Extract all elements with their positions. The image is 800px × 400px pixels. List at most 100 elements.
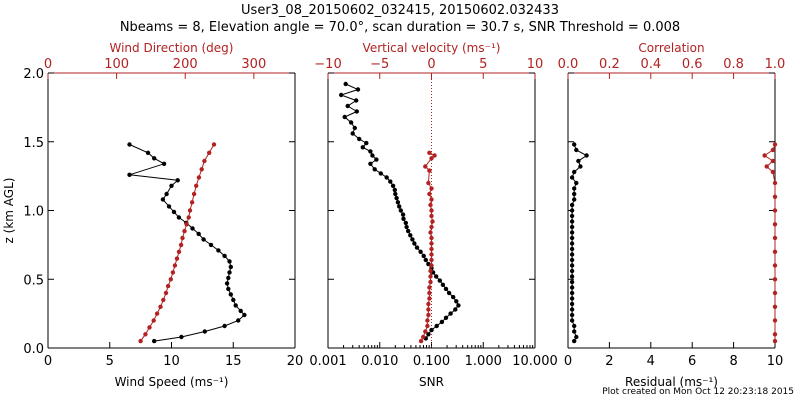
top-tick-label: 0 xyxy=(427,57,435,72)
data-point xyxy=(231,297,236,303)
data-point xyxy=(569,241,575,246)
y-tick-label: 1.0 xyxy=(23,205,44,220)
data-point xyxy=(228,292,233,297)
top-tick-label: 0.8 xyxy=(723,57,744,72)
data-point xyxy=(569,318,575,323)
data-point xyxy=(429,186,434,191)
data-point xyxy=(429,263,434,268)
data-point xyxy=(428,274,433,279)
data-point xyxy=(395,200,401,205)
data-point xyxy=(772,194,778,199)
data-point xyxy=(423,257,428,263)
data-point xyxy=(143,332,148,337)
top-tick-label: 1.0 xyxy=(765,57,786,72)
data-point xyxy=(345,103,350,109)
data-point xyxy=(572,186,577,191)
data-point xyxy=(453,307,458,312)
data-point xyxy=(342,114,347,120)
data-point xyxy=(171,209,177,215)
y-tick-label: 0.0 xyxy=(23,342,44,357)
data-point xyxy=(374,157,379,162)
data-point xyxy=(397,204,402,209)
data-point xyxy=(446,290,452,296)
data-point xyxy=(180,235,185,241)
data-point xyxy=(569,230,575,235)
data-point xyxy=(429,241,434,246)
data-point xyxy=(390,183,396,188)
top-tick-label: 200 xyxy=(173,57,198,72)
top-tick-label: 5 xyxy=(479,57,487,72)
data-point xyxy=(414,245,420,250)
top-axis-label: Vertical velocity (ms⁻¹) xyxy=(363,41,501,55)
data-point xyxy=(222,253,227,259)
data-point xyxy=(161,161,167,166)
data-point xyxy=(236,318,241,323)
data-point xyxy=(410,237,415,242)
x-tick-label: 8 xyxy=(729,354,737,369)
data-point xyxy=(440,282,446,287)
data-point xyxy=(569,307,575,312)
data-point xyxy=(175,178,180,183)
data-point xyxy=(354,98,359,103)
data-point xyxy=(427,168,432,173)
y-axis-label: z (km AGL) xyxy=(2,178,16,244)
data-point xyxy=(147,325,152,330)
data-point xyxy=(348,120,354,125)
data-point xyxy=(138,338,143,344)
data-point xyxy=(569,263,575,268)
top-tick-label: 0.6 xyxy=(682,57,703,72)
data-point xyxy=(451,294,456,300)
x-axis-label: SNR xyxy=(419,375,444,389)
data-point xyxy=(406,228,411,234)
data-point xyxy=(432,153,437,158)
data-point xyxy=(443,315,449,320)
x-tick-label: 10 xyxy=(767,354,784,369)
data-point xyxy=(355,87,361,92)
data-point xyxy=(160,197,166,202)
data-point xyxy=(163,290,169,296)
data-point xyxy=(343,81,348,87)
data-point xyxy=(357,136,362,142)
data-point xyxy=(772,142,778,147)
data-point xyxy=(184,222,189,227)
data-point xyxy=(572,142,577,147)
x-tick-label: 10.000 xyxy=(512,354,558,369)
data-point xyxy=(572,323,577,329)
data-point xyxy=(202,329,207,334)
x-tick-label: 15 xyxy=(225,354,242,369)
data-point xyxy=(164,191,169,197)
data-point xyxy=(168,277,173,282)
data-point xyxy=(423,164,428,169)
data-point xyxy=(394,195,399,201)
y-tick-label: 2.0 xyxy=(23,67,44,82)
data-point xyxy=(429,213,434,219)
data-point xyxy=(398,208,403,213)
data-point xyxy=(412,241,417,246)
data-point xyxy=(169,183,174,188)
data-point xyxy=(772,290,778,296)
data-point xyxy=(569,279,575,285)
data-point xyxy=(772,249,778,254)
data-point xyxy=(427,290,432,296)
data-point xyxy=(423,329,428,334)
top-tick-label: 100 xyxy=(104,57,129,72)
data-point xyxy=(584,153,589,158)
data-point xyxy=(770,169,776,175)
data-point xyxy=(426,332,431,337)
data-point xyxy=(569,246,575,252)
y-tick-label: 0.5 xyxy=(23,273,44,288)
data-point xyxy=(569,285,575,290)
data-point xyxy=(569,252,575,257)
data-point xyxy=(372,167,377,172)
data-point xyxy=(428,268,433,274)
x-tick-label: 0.010 xyxy=(361,354,398,369)
top-tick-label: −10 xyxy=(314,57,341,72)
data-point xyxy=(456,303,461,308)
data-point xyxy=(572,169,577,175)
top-tick-label: 0.4 xyxy=(640,57,661,72)
data-point xyxy=(170,270,176,275)
data-point xyxy=(238,308,243,314)
data-point xyxy=(569,257,575,263)
data-point xyxy=(427,285,432,290)
